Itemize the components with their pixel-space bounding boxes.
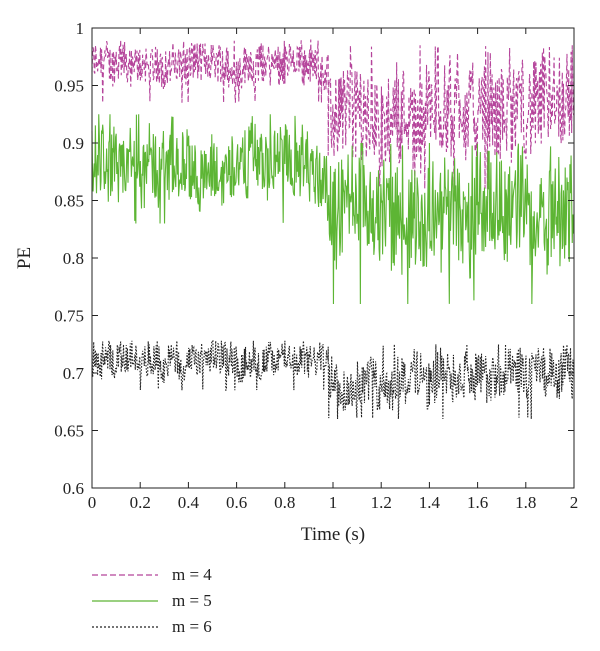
y-tick-label: 0.65 [54, 422, 84, 441]
legend-swatch-m4 [92, 574, 158, 576]
legend-swatch-m5 [92, 600, 158, 602]
ticks-layer: 0 0.2 0.4 0.6 0.8 1 1.2 1.4 1.6 1.8 2 0.6 0.65 0.7 0.7… [54, 19, 578, 512]
legend-item-m4: m = 4 [92, 562, 212, 588]
x-tick-label: 1 [329, 493, 338, 512]
x-tick-label: 0.6 [226, 493, 247, 512]
x-tick-label: 0 [88, 493, 97, 512]
y-tick-label: 0.7 [63, 364, 85, 383]
x-tick-label: 0.4 [178, 493, 200, 512]
legend-item-m5: m = 5 [92, 588, 212, 614]
y-tick-label: 0.8 [63, 249, 84, 268]
legend: m = 4 m = 5 m = 6 [92, 562, 212, 640]
x-tick-label: 1.6 [467, 493, 488, 512]
legend-item-m6: m = 6 [92, 614, 212, 640]
series-line-m6 [91, 339, 575, 420]
x-tick-label: 1.2 [371, 493, 392, 512]
series-line-m4 [91, 39, 575, 190]
y-tick-label: 0.9 [63, 134, 84, 153]
legend-label-m4: m = 4 [172, 565, 212, 584]
y-axis-label: PE [14, 247, 35, 269]
x-tick-label: 1.8 [515, 493, 536, 512]
series-line-m5 [91, 114, 575, 305]
y-tick-label: 0.85 [54, 192, 84, 211]
y-tick-label: 1 [76, 19, 85, 38]
y-tick-label: 0.6 [63, 479, 84, 498]
legend-label-m5: m = 5 [172, 591, 212, 610]
y-tick-label: 0.95 [54, 77, 84, 96]
x-tick-label: 0.2 [130, 493, 151, 512]
x-tick-label: 1.4 [419, 493, 441, 512]
series-layer [91, 39, 575, 420]
x-tick-label: 0.8 [274, 493, 295, 512]
y-tick-label: 0.75 [54, 307, 84, 326]
x-axis-label: Time (s) [301, 524, 365, 545]
legend-swatch-m6 [92, 626, 158, 628]
legend-label-m6: m = 6 [172, 617, 212, 636]
x-tick-label: 2 [570, 493, 579, 512]
